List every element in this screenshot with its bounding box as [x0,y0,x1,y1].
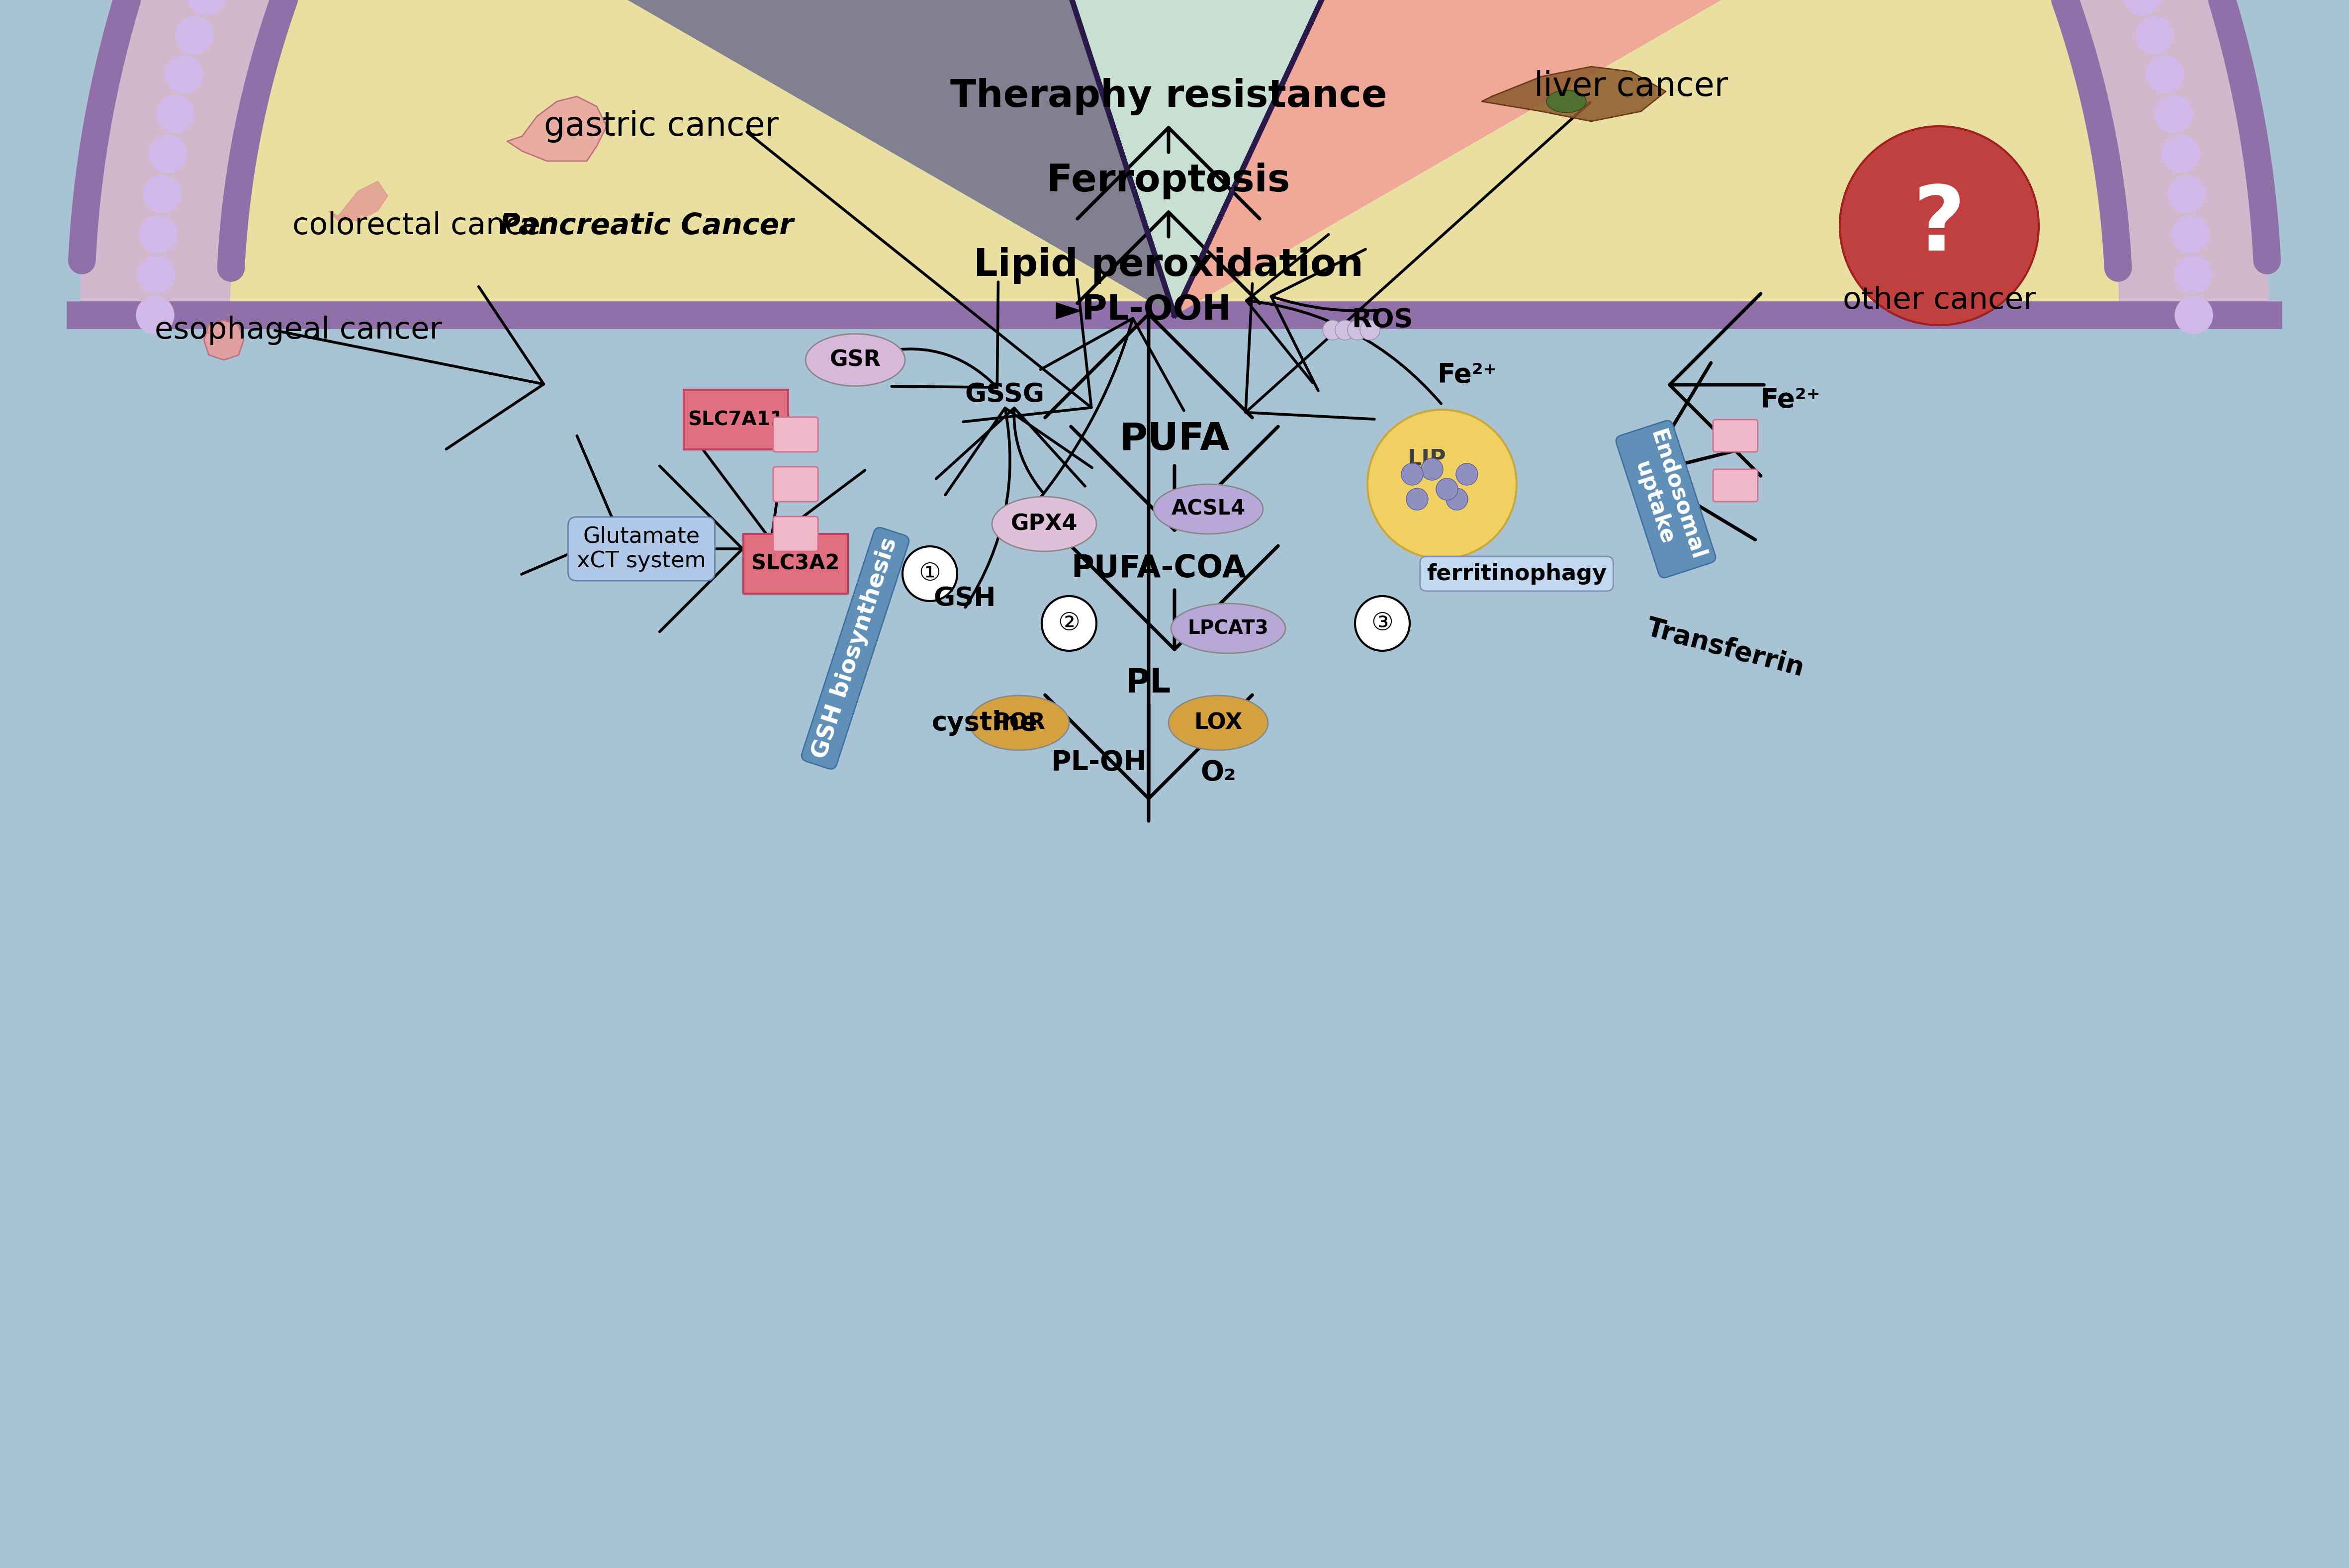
FancyBboxPatch shape [684,390,789,450]
Text: ACSL4: ACSL4 [1172,499,1245,519]
Text: esophageal cancer: esophageal cancer [155,315,442,345]
FancyBboxPatch shape [742,535,848,594]
Text: PL: PL [1125,666,1172,699]
Ellipse shape [1153,485,1264,535]
Circle shape [136,256,174,293]
Circle shape [1447,488,1468,510]
Polygon shape [244,0,2105,315]
Polygon shape [80,0,2269,315]
Circle shape [1322,320,1344,340]
Polygon shape [1482,66,1665,121]
Circle shape [1435,478,1459,500]
Text: gastric cancer: gastric cancer [545,110,778,143]
Circle shape [136,296,174,334]
Ellipse shape [1172,604,1285,654]
Text: PL-OH: PL-OH [1050,750,1146,776]
FancyBboxPatch shape [1712,420,1757,452]
Text: GSR: GSR [829,350,881,370]
Text: ferritinophagy: ferritinophagy [1426,563,1607,585]
Text: Fe²⁺: Fe²⁺ [1759,387,1820,412]
Text: POR: POR [994,712,1045,734]
Circle shape [164,55,202,93]
Text: Transferrin: Transferrin [1644,615,1806,682]
Polygon shape [204,320,244,361]
Text: ►PL-OOH: ►PL-OOH [1055,293,1231,326]
Circle shape [139,215,176,252]
Text: Theraphy resistance: Theraphy resistance [949,78,1386,114]
Text: cystine: cystine [933,710,1038,735]
Polygon shape [888,0,1567,315]
Polygon shape [329,180,388,221]
FancyBboxPatch shape [773,467,817,502]
Text: LPCAT3: LPCAT3 [1189,619,1268,638]
FancyBboxPatch shape [1712,469,1757,502]
Polygon shape [369,0,1174,315]
Circle shape [176,16,214,53]
Text: colorectal cancer: colorectal cancer [291,212,552,240]
Circle shape [157,96,195,133]
Text: ②: ② [1057,612,1081,635]
Text: Lipid peroxidation: Lipid peroxidation [972,248,1362,284]
Circle shape [2161,135,2201,172]
Circle shape [2135,16,2173,53]
Text: Glutamate
xCT system: Glutamate xCT system [578,525,707,572]
Circle shape [148,135,188,172]
Circle shape [1421,458,1442,480]
Text: ①: ① [918,561,942,585]
Text: Pancreatic Cancer: Pancreatic Cancer [500,212,794,240]
Circle shape [188,0,226,16]
Circle shape [143,176,181,213]
FancyBboxPatch shape [773,516,817,552]
Text: Fe²⁺: Fe²⁺ [1438,362,1496,387]
Circle shape [2123,0,2161,16]
Circle shape [1367,409,1517,558]
Circle shape [2173,215,2210,252]
Circle shape [1360,320,1379,340]
Text: O₂: O₂ [1200,759,1236,786]
Circle shape [2147,55,2185,93]
Circle shape [2168,176,2206,213]
Circle shape [2175,256,2213,293]
Circle shape [1355,596,1409,651]
Text: PUFA: PUFA [1120,422,1229,458]
Text: LOX: LOX [1193,712,1243,734]
Text: GPX4: GPX4 [1010,513,1078,535]
Text: Ferroptosis: Ferroptosis [1048,163,1290,199]
Text: Endosomal
uptake: Endosomal uptake [1623,428,1708,571]
Ellipse shape [970,696,1069,750]
Text: GSSG: GSSG [965,383,1045,408]
Circle shape [902,546,956,601]
Polygon shape [1174,0,1980,315]
Text: SLC7A11: SLC7A11 [688,411,785,430]
Circle shape [2154,96,2192,133]
Ellipse shape [991,497,1097,552]
Text: PUFA-COA: PUFA-COA [1071,554,1245,583]
Text: SLC3A2: SLC3A2 [752,554,839,574]
Text: GSH: GSH [933,585,996,612]
FancyBboxPatch shape [773,417,817,452]
Text: ③: ③ [1372,612,1393,635]
Text: liver cancer: liver cancer [1534,71,1729,103]
Circle shape [1456,463,1478,485]
Polygon shape [80,0,2269,315]
Circle shape [1041,596,1097,651]
Circle shape [1348,320,1367,340]
Text: other cancer: other cancer [1842,285,2037,315]
Text: LIP: LIP [1407,448,1447,470]
Text: ?: ? [1912,182,1966,270]
Text: ROS: ROS [1351,307,1414,332]
Ellipse shape [1167,696,1268,750]
Ellipse shape [806,334,904,386]
Circle shape [1402,463,1423,485]
Ellipse shape [1546,91,1586,113]
Polygon shape [507,97,606,162]
Circle shape [2175,296,2213,334]
Circle shape [1407,488,1428,510]
Circle shape [1839,127,2039,325]
Text: GSH biosynthesis: GSH biosynthesis [808,535,902,762]
Circle shape [1334,320,1355,340]
